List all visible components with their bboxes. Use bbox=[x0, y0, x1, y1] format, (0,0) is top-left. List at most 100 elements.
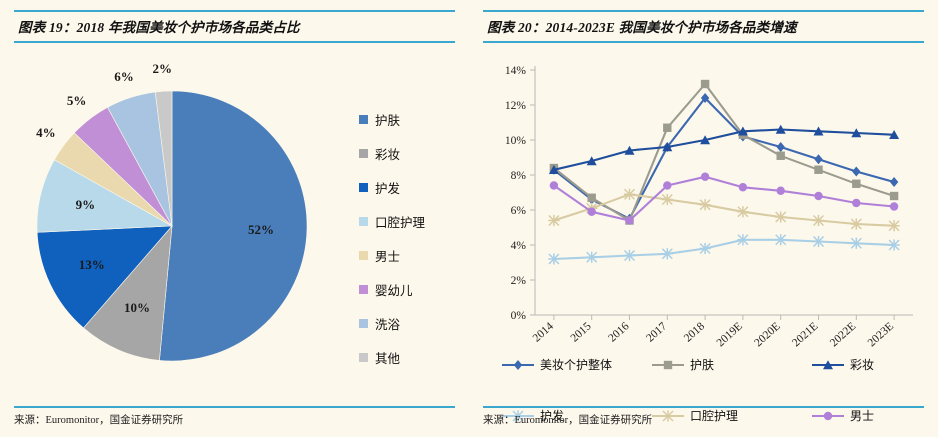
left-figure-panel: 图表 19：2018 年我国美妆个护市场各品类占比 52% 10% 13% 9% 4% 5… bbox=[14, 10, 455, 426]
series-point-marker bbox=[700, 135, 711, 145]
line-legend-item[interactable]: 美妆个护整体 bbox=[501, 356, 612, 373]
series-point-marker bbox=[889, 191, 899, 201]
series-point-marker bbox=[812, 235, 825, 248]
series-point-marker bbox=[850, 218, 862, 230]
pie-chart: 52% 10% 13% 9% 4% 5% 6% 2% bbox=[14, 44, 344, 394]
series-point-marker bbox=[624, 145, 635, 155]
pie-legend-item[interactable]: 婴幼儿 bbox=[359, 280, 425, 299]
series-point-marker bbox=[663, 360, 673, 369]
line-legend-label: 彩妆 bbox=[850, 358, 875, 372]
series-point-marker bbox=[813, 126, 824, 136]
series-point-marker bbox=[888, 220, 900, 232]
series-point-marker bbox=[889, 129, 900, 139]
x-axis-tick-label: 2015 bbox=[569, 320, 594, 344]
legend-line-key-icon bbox=[652, 360, 684, 369]
series-point-marker bbox=[850, 237, 862, 249]
legend-line-key-icon bbox=[812, 411, 844, 420]
line-chart: 0% 2% 4% 6% 8% 10% 12% 14% 2014 2015 2016 2017 2018 2… bbox=[483, 44, 924, 423]
series-point-marker bbox=[549, 181, 559, 190]
pie-chart-svg bbox=[36, 90, 308, 362]
series-point-marker bbox=[776, 142, 785, 152]
pie-slice-label: 2% bbox=[152, 61, 172, 77]
pie-legend-label: 洗浴 bbox=[375, 318, 401, 332]
legend-swatch-icon bbox=[359, 149, 368, 158]
line-legend-item[interactable]: 护发 bbox=[501, 407, 564, 424]
pie-legend-item[interactable]: 彩妆 bbox=[359, 144, 425, 163]
y-axis-tick-label: 10% bbox=[505, 135, 527, 147]
series-point-marker bbox=[776, 151, 785, 160]
pie-legend-item[interactable]: 洗浴 bbox=[359, 314, 425, 333]
pie-legend-item[interactable]: 护发 bbox=[359, 178, 425, 197]
series-point-marker bbox=[661, 193, 673, 206]
series-point-marker bbox=[699, 242, 711, 255]
pie-legend-item[interactable]: 男士 bbox=[359, 246, 425, 265]
series-point-marker bbox=[663, 181, 672, 190]
line-legend-item[interactable]: 男士 bbox=[811, 407, 874, 424]
series-point-marker bbox=[812, 214, 825, 227]
series-point-marker bbox=[586, 156, 597, 166]
series-point-marker bbox=[852, 198, 861, 208]
series-point-marker bbox=[814, 165, 823, 174]
series-point-marker bbox=[587, 193, 596, 202]
series-point-marker bbox=[623, 188, 636, 200]
series-point-marker bbox=[814, 191, 823, 201]
pie-slice-label: 9% bbox=[75, 197, 96, 213]
series-point-marker bbox=[775, 124, 786, 134]
series-point-marker bbox=[737, 126, 748, 136]
x-axis-tick-label: 2019E bbox=[715, 320, 745, 349]
series-point-marker bbox=[623, 249, 636, 262]
pie-legend-label: 口腔护理 bbox=[375, 216, 426, 230]
line-chart-svg: 0% 2% 4% 6% 8% 10% 12% 14% 2014 2015 2016 2017 2018 2… bbox=[505, 65, 913, 349]
series-point-marker bbox=[548, 164, 559, 174]
series-point-marker bbox=[888, 239, 900, 251]
pie-slice-label: 52% bbox=[248, 222, 274, 238]
y-axis-tick-label: 14% bbox=[505, 65, 527, 77]
series-point-marker bbox=[889, 177, 899, 187]
pie-legend-item[interactable]: 护肤 bbox=[359, 110, 425, 129]
x-axis-tick-label: 2018 bbox=[682, 320, 707, 344]
pie-legend-item[interactable]: 口腔护理 bbox=[359, 212, 425, 231]
series-point-marker bbox=[512, 409, 524, 422]
pie-slice bbox=[36, 225, 173, 329]
series-point-marker bbox=[775, 211, 787, 223]
y-axis-tick-label: 8% bbox=[511, 170, 527, 182]
x-axis-tick-label: 2021E bbox=[790, 320, 820, 349]
line-legend-label: 护发 bbox=[540, 409, 565, 423]
y-axis-tick-label: 6% bbox=[511, 205, 527, 217]
series-point-marker bbox=[851, 128, 862, 138]
line-legend-row: 护发 口腔护理 男士 bbox=[501, 383, 921, 423]
series-point-marker bbox=[662, 409, 674, 422]
y-axis-tick-label: 0% bbox=[511, 310, 527, 322]
pie-legend-label: 其他 bbox=[375, 352, 401, 366]
series-point-marker bbox=[586, 251, 598, 263]
pie-slice-label: 10% bbox=[123, 299, 150, 315]
pie-legend-item[interactable]: 其他 bbox=[359, 348, 425, 367]
line-legend-label: 口腔护理 bbox=[690, 409, 739, 423]
line-legend-row: 美妆个护整体 护肤 彩妆 bbox=[501, 356, 921, 376]
legend-line-key-icon bbox=[812, 359, 844, 369]
legend-line-key-icon bbox=[502, 409, 534, 422]
series-line bbox=[552, 128, 896, 171]
line-legend-item[interactable]: 彩妆 bbox=[811, 356, 874, 373]
series-point-marker bbox=[700, 172, 710, 181]
series-point-marker bbox=[823, 411, 833, 420]
series-point-marker bbox=[661, 248, 673, 260]
pie-slice-label: 4% bbox=[36, 124, 56, 140]
series-point-marker bbox=[823, 359, 833, 369]
pie-slice-label: 13% bbox=[78, 256, 105, 272]
series-point-marker bbox=[662, 142, 673, 152]
right-source-note: 来源：Euromonitor，国金证券研究所 bbox=[483, 406, 924, 427]
pie-legend-label: 彩妆 bbox=[375, 148, 401, 162]
y-axis-tick-label: 12% bbox=[505, 100, 527, 112]
line-legend-label: 男士 bbox=[850, 409, 875, 423]
x-axis-tick-label: 2017 bbox=[644, 320, 669, 344]
legend-line-key-icon bbox=[652, 409, 684, 422]
series-point-marker bbox=[663, 123, 672, 132]
line-legend-item[interactable]: 口腔护理 bbox=[651, 407, 738, 424]
series-point-marker bbox=[513, 359, 523, 370]
x-axis-tick-label: 2020E bbox=[752, 320, 782, 349]
legend-swatch-icon bbox=[359, 353, 368, 362]
legend-swatch-icon bbox=[359, 183, 368, 192]
line-legend-item[interactable]: 护肤 bbox=[651, 356, 714, 373]
